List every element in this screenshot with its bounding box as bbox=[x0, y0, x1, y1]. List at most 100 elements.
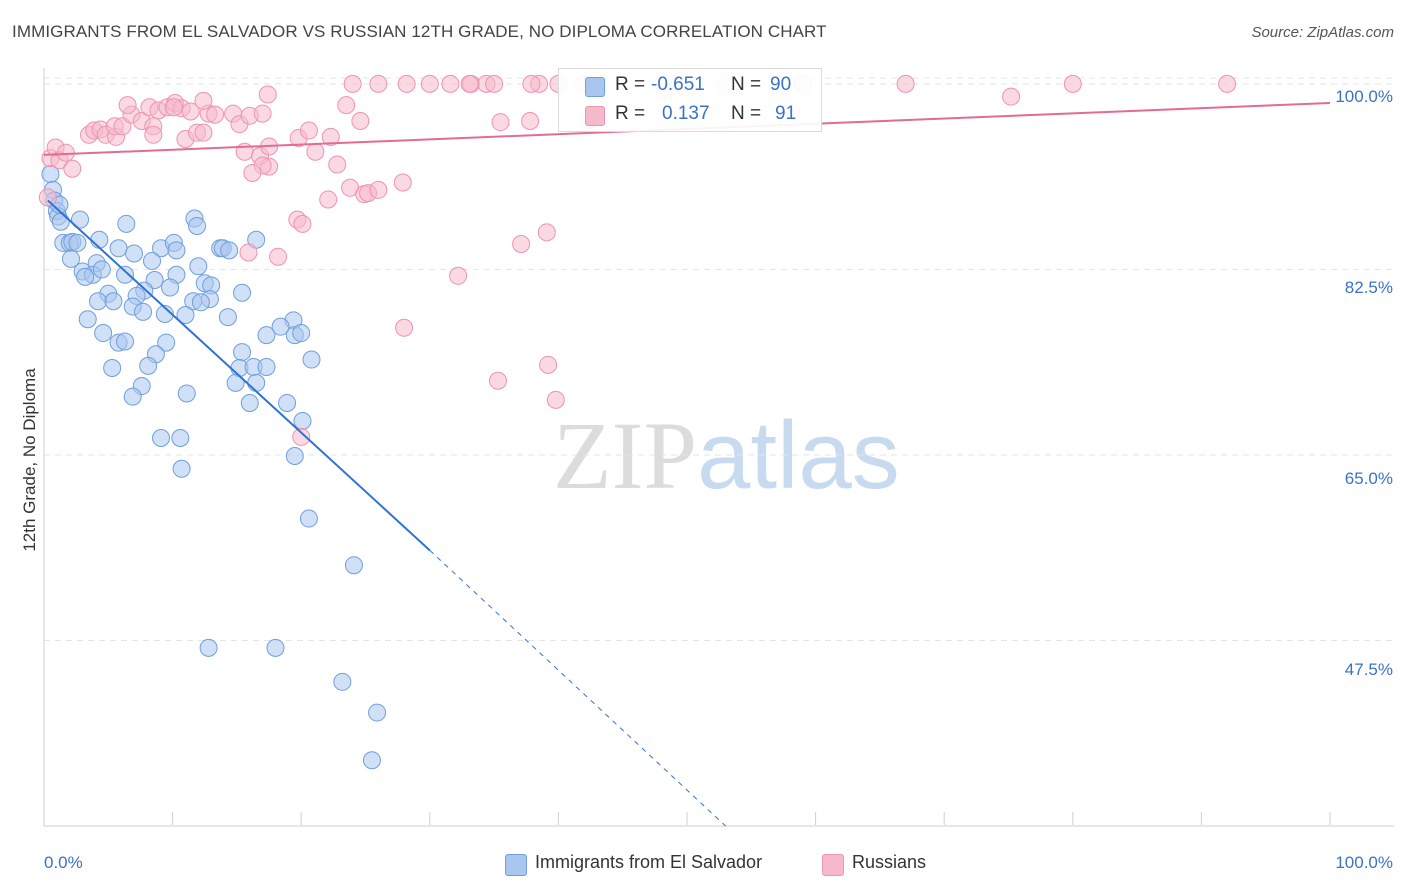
russians-point bbox=[485, 74, 504, 93]
russians-point bbox=[144, 125, 163, 144]
russians-point bbox=[243, 163, 262, 182]
russians-point bbox=[420, 74, 439, 93]
el-salvador-point bbox=[240, 394, 259, 413]
r-value: 0.137 bbox=[662, 103, 710, 124]
x-tick-label: 0.0% bbox=[44, 853, 83, 872]
n-label: N = bbox=[731, 74, 762, 95]
russians-point bbox=[258, 85, 277, 104]
russians-point bbox=[521, 112, 540, 131]
russians-point bbox=[328, 155, 347, 174]
el-salvador-point bbox=[161, 278, 180, 297]
el-salvador-point bbox=[78, 310, 97, 329]
russians-point bbox=[63, 159, 82, 178]
russians-point bbox=[181, 102, 200, 121]
russians-point bbox=[299, 121, 318, 140]
el-salvador-point bbox=[220, 241, 239, 260]
el-salvador-point bbox=[76, 267, 95, 286]
russians-point bbox=[343, 74, 362, 93]
y-tick-label: 47.5% bbox=[1344, 660, 1393, 679]
russians-point bbox=[512, 234, 531, 253]
russians-point bbox=[1002, 87, 1021, 106]
russians-point bbox=[351, 112, 370, 131]
russians-point bbox=[164, 98, 183, 117]
el-salvador-point bbox=[68, 233, 87, 252]
r-label: R = bbox=[615, 74, 646, 95]
el-salvador-point bbox=[155, 304, 174, 323]
russians-point bbox=[194, 91, 213, 110]
russians-point bbox=[522, 74, 541, 93]
y-tick-label: 82.5% bbox=[1344, 278, 1393, 297]
el-salvador-point bbox=[116, 265, 135, 284]
russians-point bbox=[397, 74, 416, 93]
russians-point bbox=[491, 113, 510, 132]
el-salvador-point bbox=[171, 428, 190, 447]
el-salvador-point bbox=[257, 326, 276, 345]
x-tick-label: 100.0% bbox=[1335, 853, 1393, 872]
russians-point bbox=[269, 247, 288, 266]
el-salvador-point bbox=[143, 251, 162, 270]
el-salvador-point bbox=[233, 343, 252, 362]
legend-label: Russians bbox=[852, 852, 927, 872]
legend-swatch bbox=[822, 854, 844, 876]
russians-point bbox=[546, 390, 565, 409]
el-salvador-point bbox=[116, 332, 135, 351]
n-value: 91 bbox=[775, 103, 797, 124]
el-salvador-trendline-extension bbox=[429, 549, 726, 827]
russians-point bbox=[395, 318, 414, 337]
russians-point bbox=[319, 190, 338, 209]
el-salvador-point bbox=[247, 373, 266, 392]
russians-point bbox=[239, 243, 258, 262]
chart-title: IMMIGRANTS FROM EL SALVADOR VS RUSSIAN 1… bbox=[12, 22, 827, 41]
russians-point bbox=[488, 371, 507, 390]
russians-point bbox=[896, 74, 915, 93]
russians-point bbox=[369, 74, 388, 93]
el-salvador-point bbox=[103, 359, 122, 378]
el-salvador-point bbox=[125, 244, 144, 263]
el-salvador-point bbox=[191, 293, 210, 312]
legend-swatch bbox=[585, 106, 605, 126]
russians-point bbox=[321, 127, 340, 146]
el-salvador-point bbox=[139, 356, 158, 375]
russians-point bbox=[539, 355, 558, 374]
watermark-zip: ZIP bbox=[553, 402, 697, 509]
russians-point bbox=[441, 74, 460, 93]
russians-point bbox=[393, 173, 412, 192]
el-salvador-trendline bbox=[47, 199, 431, 552]
el-salvador-point bbox=[333, 672, 352, 691]
el-salvador-point bbox=[271, 317, 290, 336]
el-salvador-point bbox=[302, 350, 321, 369]
el-salvador-point bbox=[188, 216, 207, 235]
stats-row-el-salvador: R = -0.651 N = 90 bbox=[559, 70, 821, 100]
russians-point bbox=[38, 188, 57, 207]
n-value: 90 bbox=[770, 74, 792, 95]
el-salvador-point bbox=[109, 239, 128, 258]
el-salvador-point bbox=[368, 703, 387, 722]
watermark: ZIPatlas bbox=[553, 400, 900, 511]
legend-swatch bbox=[505, 854, 527, 876]
watermark-atlas: atlas bbox=[697, 402, 900, 509]
russians-point bbox=[206, 105, 225, 124]
stats-legend: R = -0.651 N = 90 R = 0.137 N = 91 bbox=[558, 68, 822, 132]
el-salvador-point bbox=[344, 556, 363, 575]
el-salvador-point bbox=[117, 214, 136, 233]
el-salvador-point bbox=[177, 384, 196, 403]
el-salvador-point bbox=[257, 357, 276, 376]
y-tick-label: 65.0% bbox=[1344, 469, 1393, 488]
russians-point bbox=[293, 214, 312, 233]
y-tick-label: 100.0% bbox=[1335, 87, 1393, 106]
el-salvador-point bbox=[62, 249, 81, 268]
russians-point bbox=[537, 223, 556, 242]
el-salvador-point bbox=[94, 324, 113, 343]
el-salvador-point bbox=[71, 210, 90, 229]
el-salvador-point bbox=[218, 308, 237, 327]
el-salvador-point bbox=[278, 394, 297, 413]
n-label: N = bbox=[731, 103, 762, 124]
el-salvador-point bbox=[157, 333, 176, 352]
el-salvador-point bbox=[285, 447, 304, 466]
r-value: -0.651 bbox=[651, 74, 705, 95]
el-salvador-point bbox=[266, 638, 285, 657]
legend-label: Immigrants from El Salvador bbox=[535, 852, 763, 872]
el-salvador-point bbox=[299, 509, 318, 528]
russians-point bbox=[1218, 74, 1237, 93]
